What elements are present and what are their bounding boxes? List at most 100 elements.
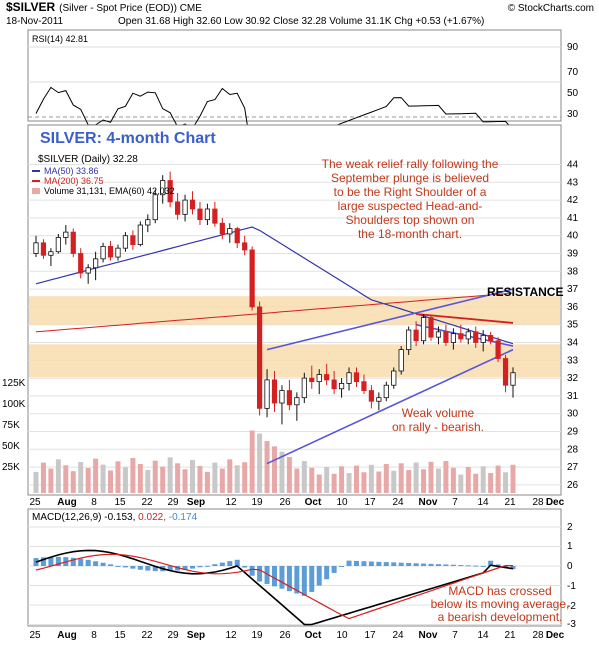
- macd-histogram-bar: [204, 565, 210, 567]
- x-axis-label: Aug: [57, 630, 76, 641]
- macd-histogram-bar: [70, 557, 76, 566]
- volume-bar: [331, 473, 337, 493]
- x-axis-label: 25: [29, 497, 41, 508]
- x-axis-label: 15: [114, 630, 126, 641]
- x-axis-label: Oct: [305, 497, 322, 508]
- macd-histogram-bar: [294, 566, 300, 594]
- x-axis-label: 24: [392, 630, 404, 641]
- candle-body: [63, 231, 69, 238]
- price-legend: $SILVER (Daily) 32.28 MA(50) 33.86 MA(20…: [32, 154, 175, 196]
- macd-histogram-bar: [413, 563, 419, 566]
- macd-histogram-bar: [93, 561, 99, 566]
- volume-tick-label: 125K: [2, 378, 26, 389]
- volume-bar: [115, 461, 121, 493]
- x-axis-label: 24: [392, 497, 404, 508]
- volume-bar: [309, 467, 315, 493]
- macd-histogram-bar: [115, 565, 121, 567]
- x-axis-label: Dec: [546, 630, 565, 641]
- macd-histogram-bar: [421, 563, 427, 566]
- macd-legend: MACD(12,26,9) -0.153, 0.022, -0.174: [32, 512, 198, 523]
- trendline-lower: [266, 348, 514, 465]
- volume-bar: [167, 457, 173, 493]
- candle-body: [480, 334, 486, 343]
- macd-tick: -1: [567, 581, 576, 592]
- price-tick-label: 43: [567, 177, 579, 188]
- macd-histogram-bar: [212, 564, 218, 566]
- x-axis-label: 22: [141, 497, 153, 508]
- x-axis-label: 12: [225, 630, 237, 641]
- volume-bar: [182, 469, 188, 493]
- macd-histogram-bar: [406, 562, 412, 566]
- volume-bar: [175, 463, 181, 493]
- candle-body: [167, 180, 173, 203]
- macd-histogram-bar: [465, 565, 471, 567]
- candle-body: [93, 258, 99, 269]
- candle-body: [368, 390, 374, 402]
- macd-histogram-bar: [85, 559, 91, 566]
- svg-text:on rally - bearish.: on rally - bearish.: [392, 420, 484, 434]
- macd-histogram-bar: [272, 566, 277, 587]
- volume-bar: [78, 461, 84, 493]
- volume-bar: [122, 467, 128, 493]
- volume-tick-label: 50K: [2, 441, 20, 452]
- candle-body: [48, 251, 54, 256]
- macd-histogram-bar: [242, 566, 248, 568]
- macd-histogram-bar: [331, 566, 337, 573]
- volume-bar: [465, 467, 471, 493]
- candle-body: [428, 317, 434, 338]
- macd-histogram-bar: [391, 562, 397, 566]
- annotation-volume: Weak volume on rally - bearish.: [392, 406, 484, 434]
- x-axis-label: Dec: [546, 497, 565, 508]
- candle-body: [361, 381, 367, 391]
- volume-bar: [421, 469, 427, 493]
- macd-histogram-bar: [510, 566, 516, 570]
- macd-histogram-bar: [145, 566, 151, 571]
- volume-bar: [406, 470, 412, 493]
- candle-body: [256, 306, 263, 409]
- volume-bar: [443, 461, 449, 493]
- x-axis-label: Nov: [419, 497, 438, 508]
- macd-histogram-bar: [197, 566, 203, 568]
- candle-body: [286, 390, 293, 406]
- volume-bar: [435, 468, 441, 493]
- macd-histogram-bar: [249, 566, 255, 576]
- macd-histogram-bar: [450, 564, 456, 566]
- macd-histogram-bar: [137, 566, 143, 570]
- macd-histogram-bar: [190, 566, 196, 569]
- x-axis-label: 29: [167, 630, 179, 641]
- price-tick-label: 33: [567, 355, 579, 366]
- svg-text:large suspected Head-and-: large suspected Head-and-: [338, 199, 483, 213]
- volume-bar: [33, 471, 39, 493]
- legend-ma200: MA(200) 36.75: [44, 176, 104, 186]
- macd-histogram-bar: [428, 563, 434, 566]
- price-tick-label: 28: [567, 444, 579, 455]
- macd-histogram-bar: [309, 566, 315, 592]
- volume-bar: [383, 464, 389, 493]
- ma200-line: [35, 292, 514, 333]
- svg-text:The weak relief rally followin: The weak relief rally following the: [322, 157, 499, 171]
- candle-body: [510, 372, 516, 386]
- price-tick-label: 29: [567, 427, 579, 438]
- svg-text:a bearish development.: a bearish development.: [438, 610, 563, 624]
- x-axis-label: 21: [504, 630, 516, 641]
- candle-body: [473, 331, 479, 343]
- volume-bar: [152, 460, 158, 493]
- svg-text:Shoulders top shown on: Shoulders top shown on: [346, 213, 475, 227]
- volume-bar: [234, 465, 240, 493]
- price-band: [29, 344, 560, 378]
- price-tick-label: 38: [567, 266, 579, 277]
- candle-body: [175, 201, 181, 215]
- macd-histogram-bar: [182, 566, 188, 570]
- x-axis-label: 7: [452, 497, 458, 508]
- x-axis-label: 22: [141, 630, 153, 641]
- candle-body: [100, 245, 106, 260]
- candle-body: [264, 379, 270, 409]
- volume-bar: [339, 466, 345, 493]
- macd-histogram-bar: [339, 566, 345, 567]
- candle-body: [294, 397, 300, 406]
- rsi-legend: RSI(14) 42.81: [32, 34, 88, 44]
- macd-legend-v3: -0.174: [169, 512, 198, 523]
- x-axis-label: 28: [532, 497, 544, 508]
- macd-legend-v2: 0.022,: [138, 512, 166, 523]
